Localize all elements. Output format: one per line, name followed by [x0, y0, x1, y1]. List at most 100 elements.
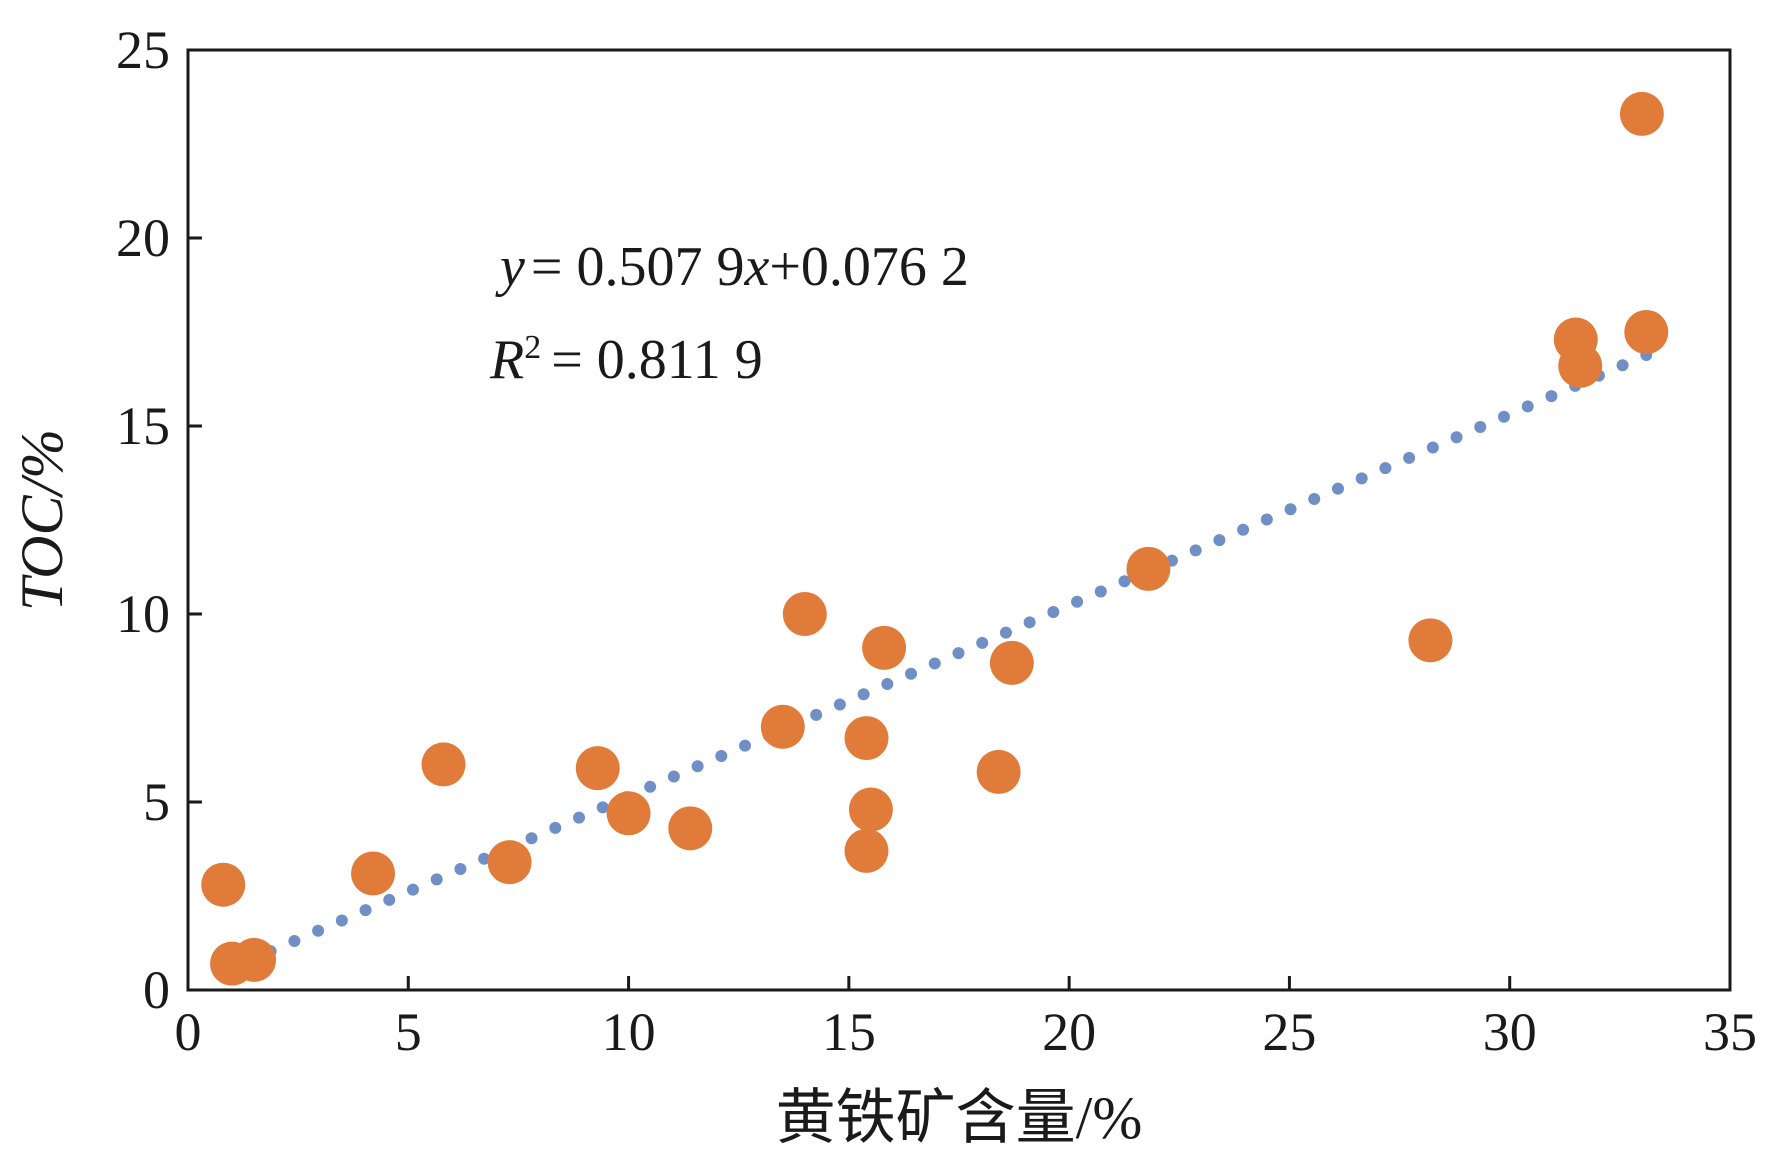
trendline-dot [525, 832, 538, 845]
data-point [760, 704, 805, 749]
trendline-dot [1260, 513, 1273, 526]
regression-equation: y = 0.507 9x+0.076 2 [495, 236, 969, 298]
r-squared-r: R [489, 329, 524, 391]
x-axis-title: 黄铁矿含量/% [776, 1085, 1143, 1149]
y-tick-label: 25 [116, 20, 170, 80]
x-tick-label: 30 [1483, 1002, 1537, 1062]
annotations: y = 0.507 9x+0.076 2 R2 = 0.811 9 [489, 236, 969, 391]
trendline-dot [1237, 523, 1250, 536]
trendline-dot [928, 657, 941, 670]
data-point [351, 851, 396, 896]
y-tick-label: 20 [116, 208, 170, 268]
trendline-dot [430, 873, 443, 886]
trendline-dot [644, 780, 657, 793]
data-point [844, 716, 889, 761]
trendline-dot [478, 852, 491, 865]
y-tick-label: 10 [116, 584, 170, 644]
data-point [1619, 91, 1664, 136]
x-tick-label: 15 [822, 1002, 876, 1062]
r-squared-value: = 0.811 9 [551, 329, 763, 391]
data-point [989, 640, 1034, 685]
trendline-dot [1331, 482, 1344, 495]
data-point [1126, 546, 1171, 591]
data-point [201, 862, 246, 907]
data-point [668, 806, 713, 851]
trendline-dot [1426, 441, 1439, 454]
trendline-dot [1545, 390, 1558, 403]
trendline-dot [881, 678, 894, 691]
r-squared: R2 = 0.811 9 [489, 329, 763, 391]
trendline-dot [667, 770, 680, 783]
plot-frame [186, 48, 1732, 992]
trendline-dot [1023, 616, 1036, 629]
trendline-dot [739, 739, 752, 752]
x-tick-label: 25 [1262, 1002, 1316, 1062]
x-tick-label: 35 [1703, 1002, 1757, 1062]
trendline-dot [1379, 462, 1392, 475]
trendline-dot [976, 636, 989, 649]
data-point [976, 749, 1021, 794]
trendline-dot [1047, 606, 1060, 619]
trendline-dot [288, 935, 301, 948]
data-point [606, 791, 651, 836]
data-point [782, 592, 827, 636]
data-points [201, 91, 1669, 986]
trendline-dot [359, 904, 372, 917]
y-axis-title: TOC/% [9, 429, 75, 611]
trendline-dot [1189, 544, 1202, 557]
data-point [862, 625, 907, 670]
trendline-dot [1521, 400, 1534, 413]
equation-x: x [743, 236, 769, 298]
equation-y: y [495, 236, 525, 298]
data-point [848, 787, 893, 832]
trendline-dot [573, 811, 586, 824]
trendline-dot [312, 924, 325, 937]
trendline-dot [1474, 420, 1487, 433]
trendline-dot [596, 801, 609, 814]
y-tick-label: 5 [143, 772, 170, 832]
trendline-dot [335, 914, 348, 927]
trendline-dot [383, 893, 396, 906]
trendline-dot [1094, 585, 1107, 598]
axes: 0 5 10 15 20 25 30 35 0 5 10 15 20 25 [116, 20, 1757, 1062]
trendline-dot [1284, 503, 1297, 516]
trendline-dot [1497, 410, 1510, 423]
trendline-dot [1118, 575, 1131, 588]
trendline-dot [810, 708, 823, 721]
y-tick-label: 15 [116, 396, 170, 456]
r-squared-sup: 2 [524, 329, 541, 366]
x-tick-label: 5 [395, 1002, 422, 1062]
data-point [421, 742, 466, 787]
x-tick-label: 10 [602, 1002, 656, 1062]
data-point [1558, 343, 1603, 388]
trendline-dot [1213, 534, 1226, 547]
data-point [575, 746, 620, 791]
trendline-dot [1308, 492, 1321, 505]
y-tick-label: 0 [143, 960, 170, 1020]
x-tick-label: 0 [175, 1002, 202, 1062]
data-point [1408, 618, 1453, 663]
trendline-dot [549, 821, 562, 834]
data-point [232, 937, 277, 982]
data-point [1624, 310, 1669, 354]
trendline-dot [1071, 595, 1084, 608]
trendline-dot [1403, 451, 1416, 464]
trendline-dot [905, 667, 918, 680]
trendline-dot [1450, 431, 1463, 444]
trendline-dot [691, 760, 704, 773]
trendline-dot [1355, 472, 1368, 485]
trendline [217, 349, 1653, 978]
trendline-dot [1616, 359, 1629, 372]
trendline-dot [999, 626, 1012, 639]
equation-slope: = 0.507 9 [531, 236, 745, 298]
trendline-dot [857, 688, 870, 701]
trendline-dot [454, 863, 467, 876]
trendline-dot [406, 883, 419, 896]
trendline-dot [833, 698, 846, 711]
trendline-dot [715, 749, 728, 762]
data-point [487, 840, 532, 885]
x-tick-label: 20 [1042, 1002, 1096, 1062]
trendline-dot [952, 647, 965, 660]
